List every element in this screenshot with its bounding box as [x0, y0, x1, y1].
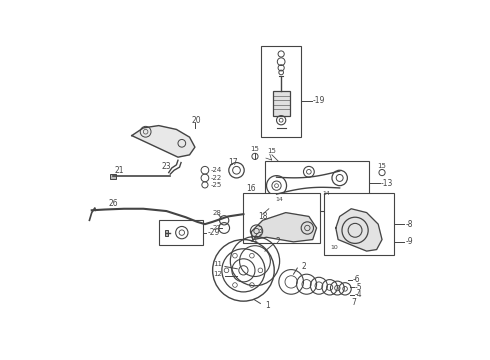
Text: 15: 15 — [268, 148, 276, 154]
Bar — [159, 220, 203, 245]
Bar — [265, 161, 369, 211]
Text: 21: 21 — [115, 166, 124, 175]
Text: 1: 1 — [265, 301, 270, 310]
Text: 11: 11 — [213, 261, 222, 267]
Text: 12: 12 — [213, 271, 222, 277]
Text: 15: 15 — [250, 147, 259, 152]
Text: 26: 26 — [109, 199, 118, 208]
Polygon shape — [251, 213, 317, 242]
Text: 2: 2 — [276, 237, 280, 246]
Text: -9: -9 — [405, 237, 413, 246]
Text: -29: -29 — [207, 228, 220, 237]
Text: 17: 17 — [228, 158, 238, 167]
Bar — [244, 193, 320, 243]
Polygon shape — [336, 209, 382, 251]
Text: 3: 3 — [257, 226, 262, 235]
Text: -6: -6 — [353, 275, 360, 284]
Text: 16: 16 — [245, 184, 255, 193]
Text: -13: -13 — [381, 179, 393, 188]
Text: 2: 2 — [301, 262, 306, 271]
Text: -25: -25 — [210, 182, 221, 188]
Text: 14: 14 — [275, 197, 283, 202]
Text: 23: 23 — [161, 162, 171, 171]
Text: 27: 27 — [213, 225, 221, 231]
Text: 14: 14 — [323, 191, 331, 196]
Text: 7: 7 — [351, 298, 356, 307]
Bar — [273, 91, 290, 116]
Text: 10: 10 — [330, 245, 338, 250]
Bar — [110, 174, 117, 179]
Bar — [165, 230, 168, 236]
Polygon shape — [132, 126, 195, 157]
Text: -22: -22 — [210, 175, 221, 181]
Text: 18: 18 — [258, 212, 268, 221]
Text: -19: -19 — [313, 96, 325, 105]
Bar — [261, 46, 301, 137]
Text: -4: -4 — [355, 291, 363, 300]
Text: 28: 28 — [213, 210, 221, 216]
Text: -24: -24 — [210, 167, 221, 173]
Text: -8: -8 — [405, 220, 413, 229]
Text: 20: 20 — [192, 116, 201, 125]
Text: -5: -5 — [355, 283, 363, 292]
Text: 11: 11 — [249, 237, 259, 243]
Bar — [324, 193, 393, 255]
Text: 15: 15 — [378, 163, 387, 168]
